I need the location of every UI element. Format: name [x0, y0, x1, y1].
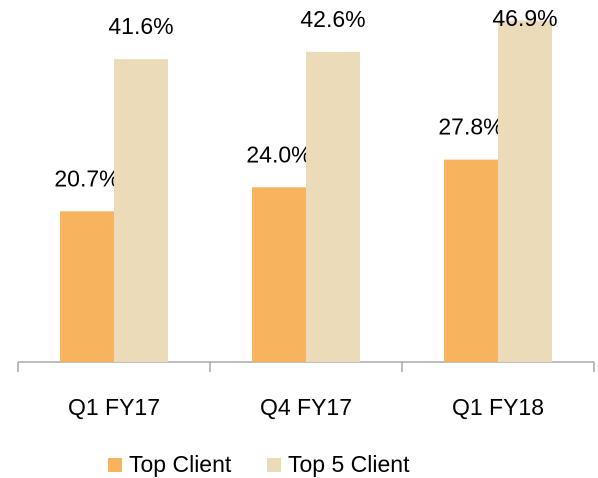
legend-label: Top Client	[129, 451, 232, 477]
bar	[306, 51, 360, 362]
bar	[444, 159, 498, 362]
x-tick-label: Q4 FY17	[260, 394, 352, 420]
legend-label: Top 5 Client	[288, 451, 410, 477]
data-label: 42.6%	[300, 6, 365, 32]
x-tick-label: Q1 FY18	[452, 394, 544, 420]
data-label: 24.0%	[246, 141, 311, 167]
bar	[498, 20, 552, 363]
bar	[114, 59, 168, 362]
legend-swatch	[267, 458, 281, 472]
data-label: 20.7%	[54, 165, 119, 191]
legend-swatch	[108, 458, 122, 472]
data-label: 27.8%	[438, 114, 503, 140]
bar	[252, 187, 306, 362]
x-tick-label: Q1 FY17	[68, 394, 160, 420]
data-label: 46.9%	[492, 5, 557, 31]
data-label: 41.6%	[108, 13, 173, 39]
bar	[60, 211, 114, 362]
